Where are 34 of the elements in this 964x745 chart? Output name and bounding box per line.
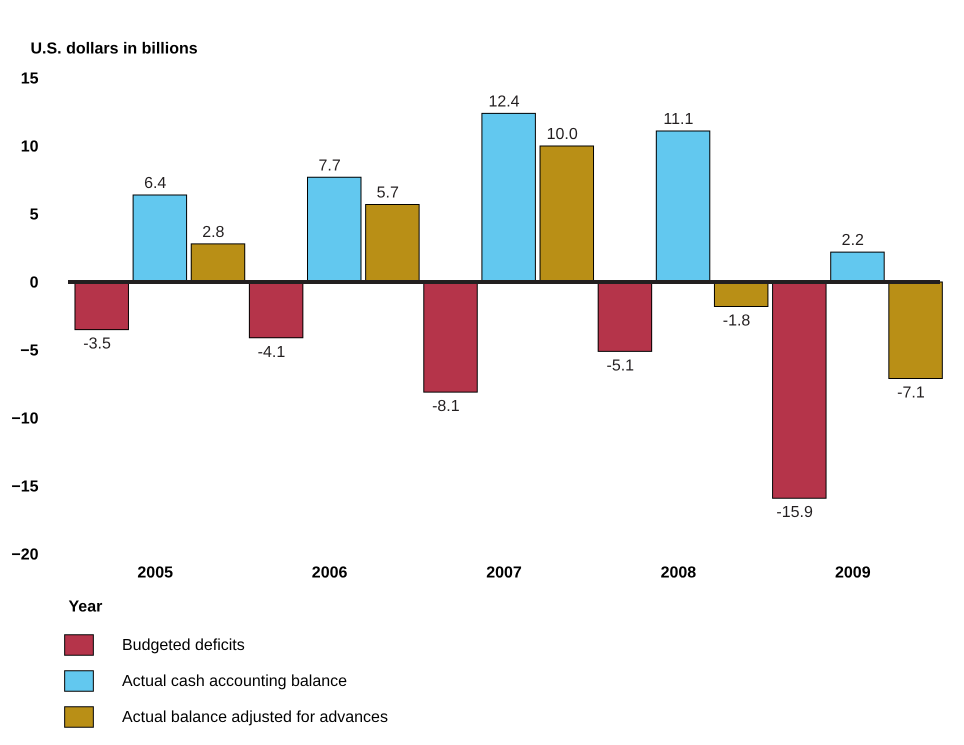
data-label: -5.1 [606, 357, 634, 374]
y-tick-label: −20 [11, 546, 39, 564]
y-tick-label: −5 [20, 342, 39, 360]
data-label: -15.9 [776, 504, 814, 522]
data-label: 5.7 [376, 184, 399, 202]
data-label: -1.8 [722, 312, 750, 330]
data-label: 6.4 [144, 174, 166, 192]
y-tick-label: 5 [30, 206, 39, 224]
data-label: 12.4 [488, 93, 520, 110]
x-tick-label: 2006 [312, 564, 348, 582]
data-label: -7.1 [897, 384, 925, 402]
x-tick-label: 2008 [660, 564, 696, 582]
data-label: -8.1 [432, 398, 460, 416]
legend-label: Budgeted deficits [122, 637, 245, 654]
data-label: 2.8 [202, 224, 225, 241]
data-label: 10.0 [546, 126, 578, 143]
data-label: -4.1 [258, 344, 286, 361]
bar [888, 282, 943, 380]
y-tick-label: −15 [11, 478, 39, 496]
x-tick-label: 2005 [137, 564, 174, 582]
data-label: 7.7 [318, 157, 341, 174]
y-tick-label: −10 [11, 410, 39, 428]
legend-label: Actual balance adjusted for advances [122, 709, 388, 726]
y-tick-label: 10 [20, 138, 39, 156]
legend-label: Actual cash accounting balance [122, 673, 348, 690]
data-label: 2.2 [842, 232, 864, 250]
y-tick-label: 0 [30, 274, 39, 292]
x-tick-label: 2009 [835, 564, 871, 582]
x-tick-label: 2007 [486, 564, 522, 582]
data-label: -3.5 [83, 336, 111, 353]
data-label: 11.1 [663, 111, 694, 128]
x-axis-title: Year [68, 598, 102, 616]
y-tick-label: 15 [20, 70, 39, 88]
y-axis-title: U.S. dollars in billions [30, 40, 198, 58]
